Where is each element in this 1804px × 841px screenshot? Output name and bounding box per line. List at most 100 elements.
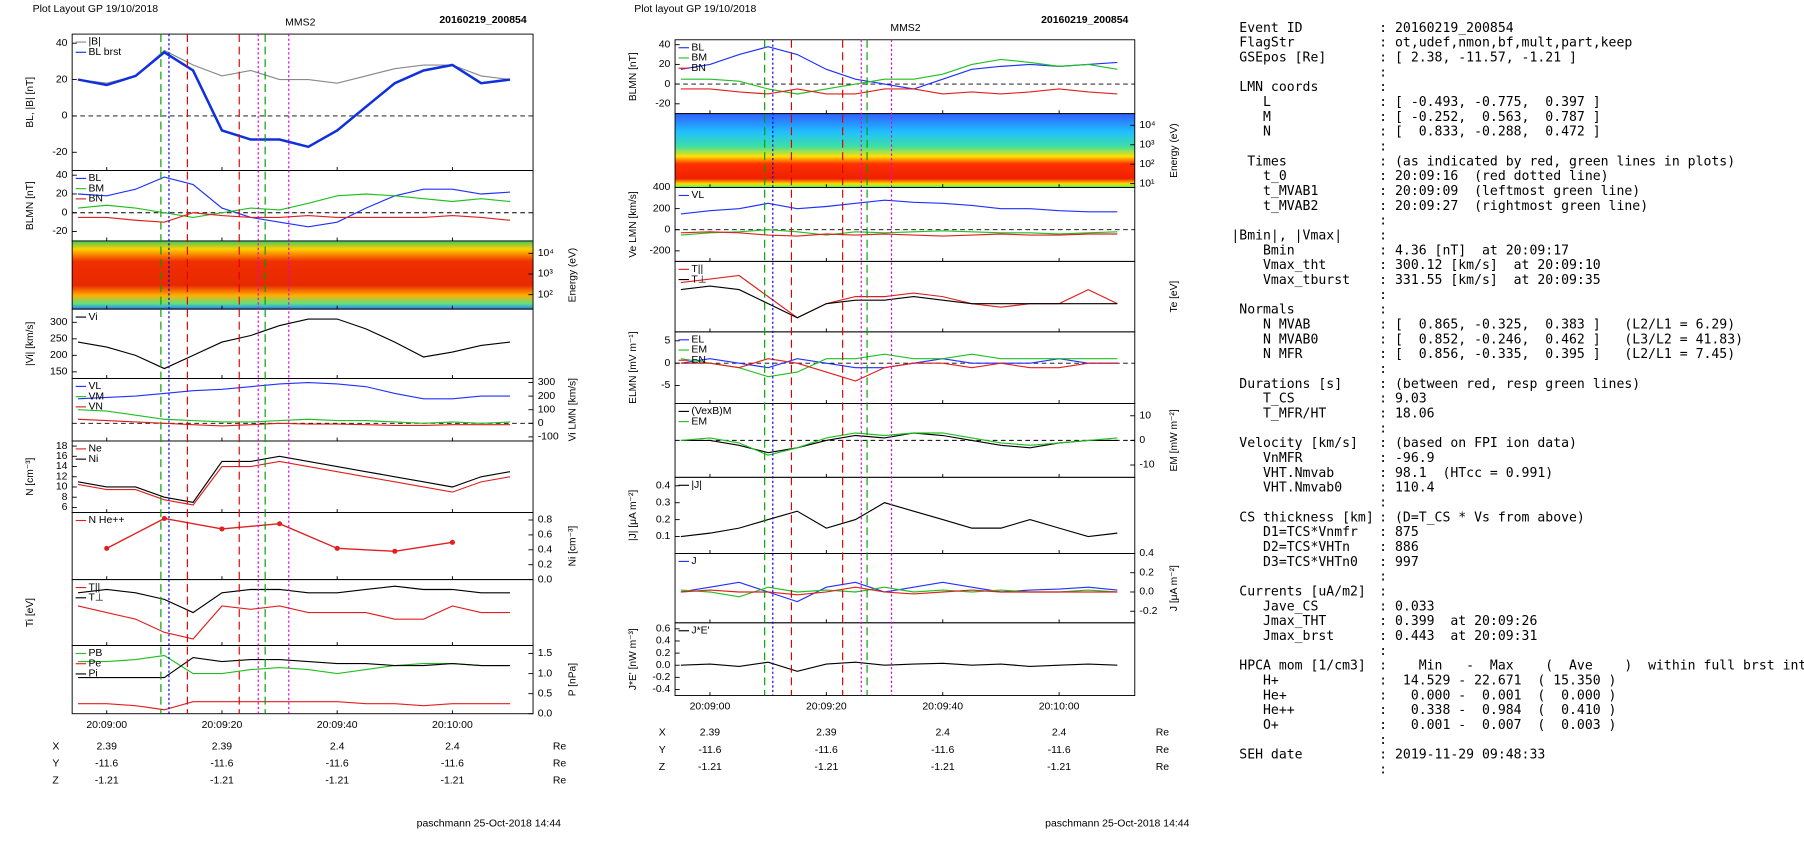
position-value: -1.21 bbox=[95, 776, 119, 787]
info-value: : [ 0.833, -0.288, 0.472 ] bbox=[1379, 125, 1600, 140]
info-value: : [ 2.38, -11.57, -1.21 ] bbox=[1379, 51, 1577, 66]
info-value: : bbox=[1379, 229, 1387, 244]
position-value: -11.6 bbox=[1048, 745, 1071, 756]
info-key: |Bmin|, |Vmax| bbox=[1231, 229, 1342, 244]
panel-frame bbox=[674, 476, 1136, 554]
y-tick-label: 10³ bbox=[538, 269, 554, 280]
position-label: X bbox=[52, 741, 59, 752]
y-tick-label: 1.5 bbox=[538, 648, 553, 659]
info-key: He+ bbox=[1231, 688, 1287, 703]
series-line bbox=[77, 460, 511, 506]
info-value: : -96.9 bbox=[1379, 451, 1434, 466]
y-tick-label: -100 bbox=[538, 432, 559, 443]
info-value: : 875 bbox=[1379, 525, 1419, 540]
y-tick-label: -200 bbox=[649, 246, 670, 257]
info-value: : 331.55 [km/s] at 20:09:35 bbox=[1379, 273, 1600, 288]
info-value: : (based on FPI ion data) bbox=[1379, 436, 1577, 451]
info-separator: : bbox=[1379, 496, 1387, 511]
info-separator: : bbox=[1379, 763, 1387, 778]
series-line bbox=[77, 50, 511, 149]
spectrogram bbox=[72, 240, 534, 310]
data-point bbox=[104, 545, 110, 551]
panel-frame bbox=[674, 260, 1136, 333]
position-value: -11.6 bbox=[326, 759, 349, 770]
series-line bbox=[680, 199, 1118, 215]
legend-label: (VexB)M bbox=[691, 406, 731, 417]
info-key: HPCA mom [1/cm3] bbox=[1231, 659, 1365, 674]
y-tick-label: -10 bbox=[1139, 460, 1154, 471]
info-value: : 9.03 bbox=[1379, 392, 1426, 407]
y-tick-label: 0.2 bbox=[538, 560, 553, 571]
legend-label: Ne bbox=[88, 444, 102, 455]
y-tick-label: 16 bbox=[56, 451, 68, 462]
legend-label: BM bbox=[88, 183, 104, 194]
panel-frame bbox=[674, 622, 1136, 696]
info-key: T_CS bbox=[1231, 392, 1294, 407]
y-tick-label: 0 bbox=[665, 79, 671, 90]
info-separator: : bbox=[1379, 570, 1387, 585]
y-tick-label: -5 bbox=[661, 380, 671, 391]
info-separator: : bbox=[1379, 214, 1387, 229]
info-value: : [ -0.493, -0.775, 0.397 ] bbox=[1379, 95, 1600, 110]
y-axis-label: J*E' [nW m⁻³] bbox=[628, 628, 639, 690]
info-value: : 98.1 (HTcc = 0.991) bbox=[1379, 466, 1553, 481]
y-tick-label: -0.2 bbox=[652, 672, 670, 683]
plot-layout-label: Plot Layout GP 19/10/2018 bbox=[33, 4, 159, 15]
position-value: 2.4 bbox=[1052, 728, 1067, 739]
info-separator: : bbox=[1379, 362, 1387, 377]
info-key: VnMFR bbox=[1231, 451, 1302, 466]
info-value: : 0.000 - 0.001 ( 0.000 ) bbox=[1379, 688, 1616, 703]
info-key: LMN coords bbox=[1231, 80, 1318, 95]
y-tick-label: 0.6 bbox=[656, 624, 671, 635]
x-tick-label: 20:10:00 bbox=[1039, 702, 1080, 713]
legend-label: J bbox=[691, 556, 696, 567]
y-tick-label: 10² bbox=[538, 289, 554, 300]
y-axis-label: |Vi| [km/s] bbox=[25, 322, 36, 366]
series-line bbox=[680, 285, 1118, 319]
y-axis-label: BLMN [nT] bbox=[25, 181, 36, 230]
data-point bbox=[392, 548, 398, 554]
info-separator: : bbox=[1379, 421, 1387, 436]
y-axis-label: BLMN [nT] bbox=[628, 52, 639, 101]
info-key: Durations [s] bbox=[1231, 377, 1342, 392]
y-tick-label: 0.0 bbox=[1139, 587, 1154, 598]
info-value: : 886 bbox=[1379, 540, 1419, 555]
info-value: : 0.001 - 0.007 ( 0.003 ) bbox=[1379, 718, 1616, 733]
y-tick-label: 0.0 bbox=[656, 660, 671, 671]
info-key: CS thickness [km] bbox=[1231, 510, 1373, 525]
y-axis-label: P [nPa] bbox=[567, 663, 578, 696]
panel-frame bbox=[674, 187, 1136, 262]
info-value: : [ 0.856, -0.335, 0.395 ] (L2/L1 = 7.45… bbox=[1379, 347, 1735, 362]
info-key: Bmin bbox=[1231, 243, 1294, 258]
data-point bbox=[219, 526, 225, 532]
info-value: : 0.399 at 20:09:26 bbox=[1379, 614, 1537, 629]
y-tick-label: 10³ bbox=[1139, 140, 1155, 151]
position-value: -1.21 bbox=[440, 776, 464, 787]
y-axis-label: Ni [cm⁻³] bbox=[567, 526, 578, 567]
info-value: : bbox=[1379, 303, 1387, 318]
info-key: Jmax_THT bbox=[1231, 614, 1326, 629]
y-tick-label: 20 bbox=[56, 189, 68, 200]
series-line bbox=[680, 58, 1118, 95]
y-tick-label: 40 bbox=[56, 170, 68, 181]
legend-label: EN bbox=[691, 355, 706, 366]
legend-label: EM bbox=[691, 416, 707, 427]
info-value: : ot,udef,nmon,bf,mult,part,keep bbox=[1379, 36, 1632, 51]
info-value: : 18.06 bbox=[1379, 407, 1434, 422]
info-value: : (D=T_CS * Vs from above) bbox=[1379, 510, 1585, 525]
series-line bbox=[77, 212, 511, 223]
info-key: Event ID bbox=[1231, 21, 1302, 36]
series-line bbox=[77, 409, 511, 424]
info-value: : 0.443 at 20:09:31 bbox=[1379, 629, 1537, 644]
x-tick-label: 20:09:00 bbox=[690, 702, 731, 713]
series-line bbox=[77, 418, 511, 427]
info-value: : 14.529 - 22.671 ( 15.350 ) bbox=[1379, 674, 1616, 689]
info-key: L bbox=[1231, 95, 1271, 110]
x-tick-label: 20:09:40 bbox=[317, 720, 358, 731]
info-key: Jave_CS bbox=[1231, 599, 1318, 614]
y-tick-label: 1.0 bbox=[538, 668, 553, 679]
series-line bbox=[77, 318, 511, 370]
y-tick-label: 10² bbox=[1139, 159, 1155, 170]
info-key: VHT.Nmvab bbox=[1231, 466, 1334, 481]
